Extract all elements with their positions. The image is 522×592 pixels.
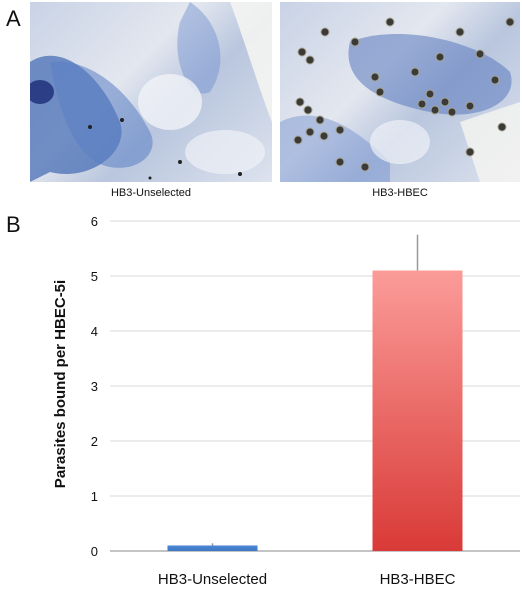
y-axis-title: Parasites bound per HBEC-5i xyxy=(52,280,69,488)
y-axis-ticks: 0 1 2 3 4 5 6 xyxy=(91,214,98,559)
bar-chart: 0 1 2 3 4 5 6 HB3-Unselected HB3-HBEC Parasites… xyxy=(52,214,520,588)
micrograph-caption-unselected: HB3-Unselected xyxy=(110,187,192,199)
bars xyxy=(167,234,463,551)
y-tick-label: 0 xyxy=(91,544,98,559)
micrograph-hbec-image xyxy=(280,17,520,182)
micrograph-hbec xyxy=(280,2,520,182)
x-category-label: HB3-Unselected xyxy=(158,571,267,588)
panel-label-a: A xyxy=(6,6,21,31)
y-tick-label: 2 xyxy=(91,434,98,449)
y-tick-label: 5 xyxy=(91,269,98,284)
y-tick-label: 1 xyxy=(91,489,98,504)
y-tick-label: 6 xyxy=(91,214,98,229)
bar-unselected xyxy=(167,545,258,551)
x-category-label: HB3-HBEC xyxy=(380,571,456,588)
y-tick-label: 3 xyxy=(91,379,98,394)
micrograph-unselected-image xyxy=(30,2,272,182)
y-tick-label: 4 xyxy=(91,324,98,339)
micrograph-caption-hbec: HB3-HBEC xyxy=(372,187,428,199)
bar-hbec xyxy=(372,270,463,551)
panel-label-b: B xyxy=(6,212,21,237)
x-axis-labels: HB3-Unselected HB3-HBEC xyxy=(158,571,456,588)
micrograph-unselected xyxy=(30,2,272,182)
